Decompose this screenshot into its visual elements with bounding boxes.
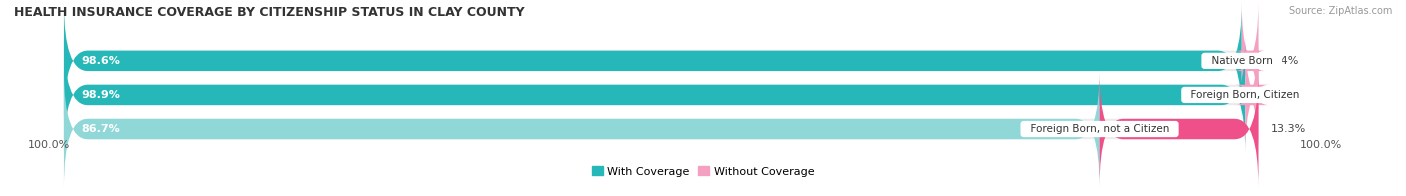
Text: 1.4%: 1.4% bbox=[1271, 56, 1299, 66]
Text: 100.0%: 100.0% bbox=[1299, 140, 1343, 150]
Legend: With Coverage, Without Coverage: With Coverage, Without Coverage bbox=[592, 166, 814, 177]
Text: Foreign Born, Citizen: Foreign Born, Citizen bbox=[1184, 90, 1306, 100]
Text: 98.6%: 98.6% bbox=[82, 56, 121, 66]
Text: 100.0%: 100.0% bbox=[28, 140, 70, 150]
Text: HEALTH INSURANCE COVERAGE BY CITIZENSHIP STATUS IN CLAY COUNTY: HEALTH INSURANCE COVERAGE BY CITIZENSHIP… bbox=[14, 6, 524, 19]
FancyBboxPatch shape bbox=[1099, 71, 1258, 187]
FancyBboxPatch shape bbox=[63, 71, 1099, 187]
FancyBboxPatch shape bbox=[1234, 3, 1265, 119]
Text: 13.3%: 13.3% bbox=[1271, 124, 1306, 134]
Text: 98.9%: 98.9% bbox=[82, 90, 121, 100]
FancyBboxPatch shape bbox=[63, 37, 1246, 153]
FancyBboxPatch shape bbox=[63, 3, 1241, 119]
Text: Source: ZipAtlas.com: Source: ZipAtlas.com bbox=[1288, 6, 1392, 16]
FancyBboxPatch shape bbox=[63, 71, 1258, 187]
Text: Native Born: Native Born bbox=[1205, 56, 1279, 66]
Text: Foreign Born, not a Citizen: Foreign Born, not a Citizen bbox=[1024, 124, 1175, 134]
FancyBboxPatch shape bbox=[63, 3, 1258, 119]
FancyBboxPatch shape bbox=[1234, 37, 1270, 153]
Text: 1.1%: 1.1% bbox=[1271, 90, 1299, 100]
Text: 86.7%: 86.7% bbox=[82, 124, 121, 134]
FancyBboxPatch shape bbox=[63, 37, 1258, 153]
